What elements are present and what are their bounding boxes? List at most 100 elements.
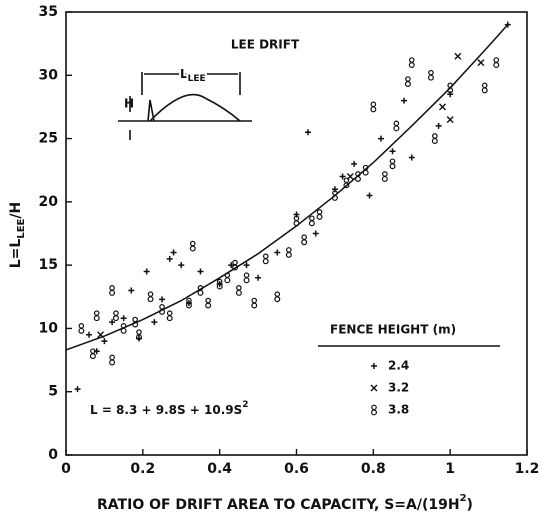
equation-sup: 2 [242,400,248,410]
point [351,161,357,167]
point [206,298,211,308]
legend-label: 2.4 [388,359,409,373]
point [197,268,203,274]
inset-title: LEE DRIFT [231,38,300,52]
point [439,104,445,110]
point [309,216,314,226]
point [160,305,165,315]
height-label: H [124,97,134,111]
x-tick-label: 0 [61,461,71,477]
point [494,58,499,68]
point [90,349,95,359]
legend-marker [371,363,377,369]
point [114,311,119,321]
equation: L = 8.3 + 9.8S + 10.9S2 [90,400,249,417]
point [101,338,107,344]
legend-marker [371,385,377,391]
point [79,324,84,334]
point [317,210,322,220]
y-tick-label: 35 [39,4,58,20]
point [167,311,172,321]
point [371,102,376,112]
point [159,296,165,302]
point [432,134,437,144]
point [263,254,268,264]
y-tick-label: 5 [48,384,58,400]
y-tick-label: 20 [39,194,59,210]
x-tick-label: 1 [445,461,455,477]
point [409,155,415,161]
point [275,292,280,302]
point [302,235,307,245]
point [236,286,241,296]
y-label-sub: LEE [16,218,27,238]
point [436,123,442,129]
y-label-end: /H [8,202,24,219]
point [86,332,92,338]
point [378,136,384,142]
plot-frame [66,12,527,455]
point [274,249,280,255]
point [110,286,115,296]
point [401,98,407,104]
point [390,148,396,154]
y-axis-label: L=LLEE/H [8,202,27,268]
point [394,121,399,131]
x-tick-label: 1.2 [515,461,540,477]
y-tick-label: 0 [48,447,58,463]
point [390,159,395,169]
point [252,298,257,308]
chart: LEE DRIFT H LLEE L = 8.3 + 9.8S + 10.9S2… [0,0,558,523]
point [148,292,153,302]
point [447,117,453,123]
point [187,298,192,308]
legend-label: 3.2 [388,381,409,395]
point [406,77,411,87]
point [244,273,249,283]
point [356,172,361,182]
y-tick-label: 10 [39,320,59,336]
fit-curve [66,25,508,350]
point [171,249,177,255]
drift-profile [150,95,240,121]
point [455,53,461,59]
x-tick-label: 0.6 [284,461,309,477]
point [478,60,484,66]
point [305,129,311,135]
length-label: LLEE [180,67,206,84]
y-label-main: L=L [8,239,24,269]
point [121,315,127,321]
point [382,172,387,182]
legend-title: FENCE HEIGHT (m) [330,323,456,337]
y-tick-label: 25 [39,131,58,147]
point [482,83,487,93]
point [198,286,203,296]
point [178,262,184,268]
point [225,273,230,283]
x-axis-label: RATIO OF DRIFT AREA TO CAPACITY, S=A/(19… [97,493,473,513]
point [217,279,222,289]
point [366,193,372,199]
x-tick-label: 0.2 [130,461,155,477]
x-label-main: RATIO OF DRIFT AREA TO CAPACITY, S=A/(19… [97,497,460,513]
equation-main: L = 8.3 + 9.8S + 10.9S [90,403,242,417]
y-tick-label: 30 [39,67,59,83]
legend-marker [372,405,377,415]
point [190,241,195,251]
legend-label: 3.8 [388,403,409,417]
point [363,165,368,175]
inset-diagram [118,72,252,140]
point [429,70,434,80]
x-tick-label: 0.4 [207,461,232,477]
x-tick-label: 0.8 [361,461,386,477]
point [151,319,157,325]
length-sub: LEE [188,74,206,84]
x-label-sup: 2 [460,493,467,504]
point [121,324,126,334]
point [167,256,173,262]
point [255,275,261,281]
x-label-end: ) [467,497,473,513]
point [94,311,99,321]
point [110,355,115,365]
point [75,386,81,392]
